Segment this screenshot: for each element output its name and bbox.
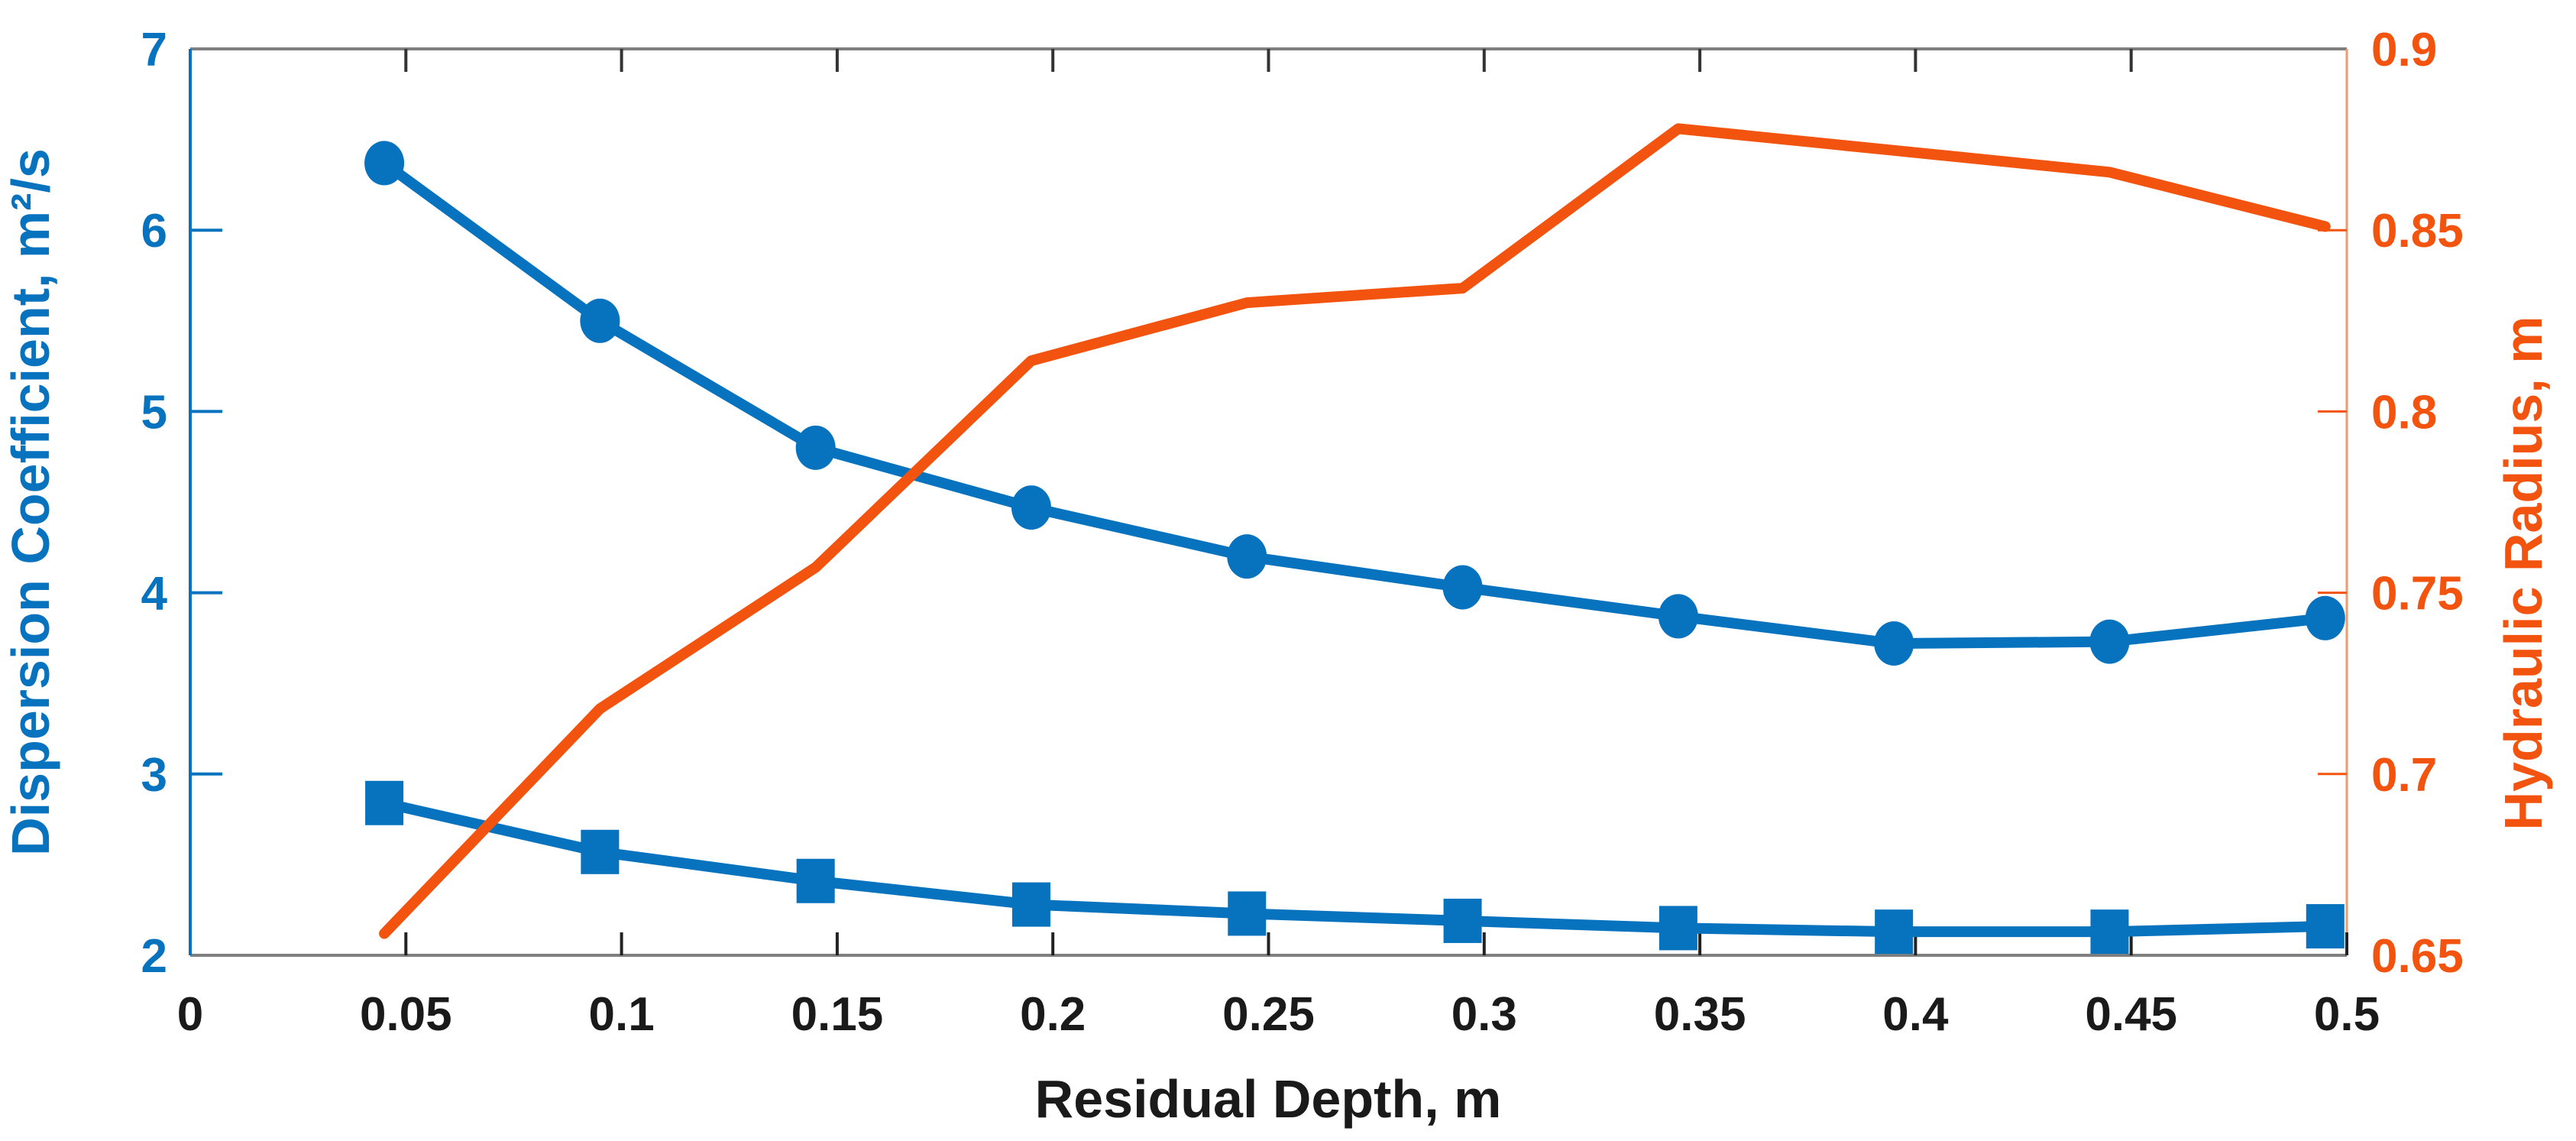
x-tick-label: 0.05 xyxy=(360,988,452,1041)
left-y-axis-label: Dispersion Coefficient, m²/s xyxy=(1,148,60,856)
square-marker xyxy=(1443,898,1482,943)
hydraulic-radius-series xyxy=(379,123,2331,939)
x-tick-label: 0.3 xyxy=(1451,988,1517,1041)
dispersion-coefficient-circle-series xyxy=(364,141,2345,666)
square-marker xyxy=(1228,891,1267,936)
right-tick-label: 0.75 xyxy=(2371,568,2464,621)
dispersion-coefficient-square-series xyxy=(365,780,2345,955)
x-tick-label: 0.45 xyxy=(2085,988,2177,1041)
right-y-axis-label: Hydraulic Radius, m xyxy=(2493,316,2553,831)
right-tick-label: 0.65 xyxy=(2371,930,2464,983)
square-marker xyxy=(1659,906,1697,951)
dispersion-coefficient-square-series-line xyxy=(379,797,2331,938)
left-tick-label: 3 xyxy=(141,749,167,802)
dispersion-coefficient-circle-series-line xyxy=(379,157,2331,650)
x-tick-label: 0.1 xyxy=(588,988,654,1041)
axes-frame xyxy=(189,47,2348,957)
right-tick-label: 0.85 xyxy=(2371,205,2464,258)
square-marker xyxy=(2306,904,2345,949)
x-tick-label: 0.35 xyxy=(1654,988,1746,1041)
circle-marker xyxy=(580,298,620,343)
square-marker xyxy=(1011,882,1050,927)
square-marker xyxy=(581,829,620,874)
square-marker xyxy=(796,858,835,903)
square-marker xyxy=(365,780,404,825)
x-tick-label: 0.4 xyxy=(1882,988,1949,1041)
circle-marker xyxy=(1658,594,1698,639)
circle-marker xyxy=(1011,485,1051,530)
square-marker xyxy=(2090,909,2129,955)
right-tick-label: 0.9 xyxy=(2371,24,2437,76)
x-tick-label: 0.15 xyxy=(791,988,884,1041)
left-tick-label: 5 xyxy=(141,386,167,439)
axis-ticks: 0 0.05 0.1 0.15 0.2 0.25 0.3 0.35 0.4 0.45 0.5 2 3 4 5… xyxy=(141,24,2464,1041)
x-tick-label: 0 xyxy=(177,988,203,1041)
left-tick-label: 7 xyxy=(141,24,167,76)
right-tick-label: 0.7 xyxy=(2371,749,2437,802)
data-series xyxy=(364,123,2345,955)
left-tick-label: 2 xyxy=(141,930,167,983)
x-axis-label: Residual Depth, m xyxy=(1035,1069,1502,1129)
left-tick-label: 4 xyxy=(141,568,168,621)
circle-marker xyxy=(2089,619,2130,664)
circle-marker xyxy=(1442,565,1483,610)
x-tick-label: 0.25 xyxy=(1222,988,1315,1041)
circle-marker xyxy=(795,425,836,470)
circle-marker xyxy=(2305,595,2345,640)
circle-marker xyxy=(364,141,405,186)
right-tick-label: 0.8 xyxy=(2371,386,2437,439)
square-marker xyxy=(1875,909,1914,955)
x-tick-label: 0.2 xyxy=(1020,988,1086,1041)
left-tick-label: 6 xyxy=(141,205,167,258)
x-tick-label: 0.5 xyxy=(2314,988,2380,1041)
circle-marker xyxy=(1874,621,1914,666)
hydraulic-radius-series-line xyxy=(379,123,2331,939)
circle-marker xyxy=(1227,534,1267,579)
